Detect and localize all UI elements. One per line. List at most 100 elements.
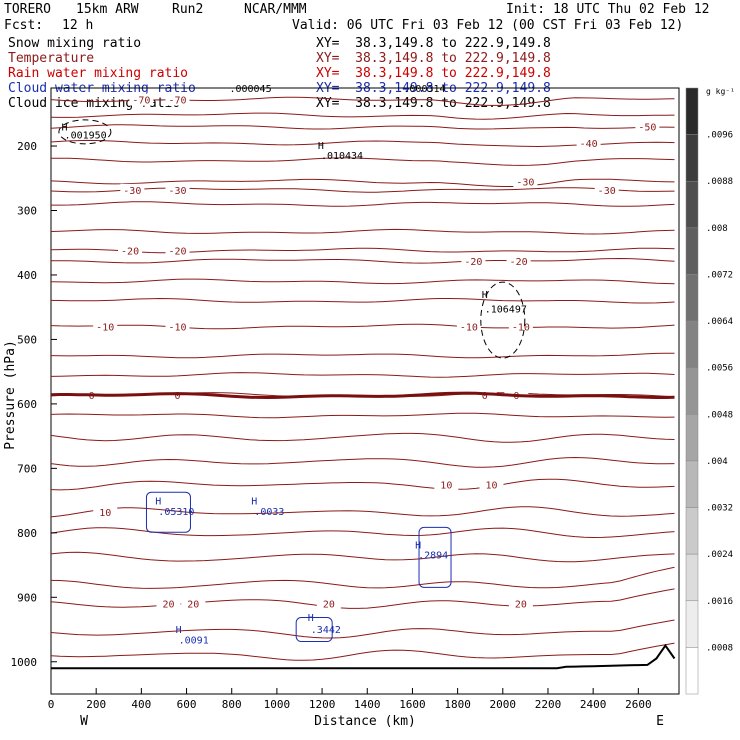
isotherm-label-bg bbox=[434, 478, 459, 491]
isotherm-label-bg bbox=[165, 183, 190, 196]
isotherm-label: -20 bbox=[121, 246, 139, 257]
header-model: TORERO bbox=[4, 2, 51, 17]
x-tick-label: 1400 bbox=[354, 698, 381, 711]
colorbar-tick-label: .0072 bbox=[706, 270, 733, 280]
isotherm-label: 10 bbox=[99, 508, 111, 519]
x-axis-label: Distance (km) bbox=[314, 714, 416, 729]
isotherm-label: -10 bbox=[96, 323, 114, 334]
isotherm bbox=[50, 96, 675, 106]
colorbar-cell bbox=[685, 227, 699, 275]
zero-degree-contour bbox=[50, 391, 675, 400]
isotherm-label-bg bbox=[508, 320, 533, 333]
colorbar-tick-label: .0032 bbox=[706, 504, 733, 514]
isotherm-label-bg bbox=[120, 183, 145, 196]
colorbar-cell bbox=[685, 320, 699, 368]
x-tick-label: 2200 bbox=[535, 698, 562, 711]
max-labels: H.001950.000045.000314H.010434H.106497H.… bbox=[62, 84, 527, 647]
cloud-water-contour bbox=[145, 491, 191, 533]
isotherm-label-bg bbox=[456, 320, 481, 333]
x-tick-label: 400 bbox=[131, 698, 151, 711]
east-label: E bbox=[656, 714, 664, 729]
isotherm bbox=[50, 323, 675, 330]
colorbar-cell bbox=[685, 553, 699, 602]
temperature-contours: -70 -70 -50 -40 -30 -30 -30 -30 -20 -20 -20 -20 -10 -… bbox=[50, 93, 675, 661]
isotherm bbox=[50, 278, 675, 285]
colorbar-cell bbox=[685, 647, 699, 695]
colorbar-cell bbox=[685, 87, 699, 135]
header-run-info: 15km ARW bbox=[76, 2, 139, 17]
isotherm-label-bg bbox=[93, 506, 118, 519]
max-marker: H bbox=[176, 625, 182, 636]
colorbar-tick-label: .0008 bbox=[706, 643, 733, 653]
x-tick-label: 1000 bbox=[264, 698, 291, 711]
isotherm-label-bg bbox=[513, 175, 538, 188]
isotherm bbox=[50, 297, 675, 304]
colorbar-tick-label: .0016 bbox=[706, 597, 733, 607]
cloud-water-contour bbox=[295, 617, 333, 643]
isotherm bbox=[50, 588, 675, 609]
header-valid: Valid: 06 UTC Fri 03 Feb 12 (00 CST Fri … bbox=[292, 18, 684, 33]
field-rain-name: Rain water mixing ratio bbox=[8, 66, 189, 81]
colorbar-tick-label: .0088 bbox=[706, 177, 733, 187]
colorbar-cell bbox=[685, 367, 699, 415]
cloud-ice-contour bbox=[480, 281, 526, 359]
isotherm-label: 20 bbox=[323, 600, 335, 611]
isotherm-label: -20 bbox=[464, 257, 482, 268]
header-fcst-value: 12 h bbox=[62, 18, 94, 33]
max-marker: H bbox=[415, 540, 421, 551]
max-value: .0091 bbox=[179, 636, 209, 647]
isotherm-label: -50 bbox=[638, 123, 656, 134]
isotherm bbox=[50, 566, 675, 589]
isotherm bbox=[50, 456, 675, 468]
isotherm-label: 10 bbox=[485, 480, 497, 491]
isotherm-label-bg bbox=[461, 254, 486, 267]
max-value: .2894 bbox=[418, 551, 448, 562]
isotherm-label: -20 bbox=[168, 246, 186, 257]
isotherm bbox=[51, 157, 675, 166]
field-snow-xy: XY= 38.3,149.8 to 222.9,149.8 bbox=[316, 36, 551, 51]
header-fcst-label: Fcst: bbox=[4, 18, 44, 33]
isotherm-label: -30 bbox=[516, 177, 534, 188]
max-value: .000314 bbox=[403, 84, 445, 95]
isotherm-label-bg bbox=[93, 320, 118, 333]
isotherm bbox=[51, 257, 675, 264]
isotherm bbox=[50, 187, 675, 193]
cloud-contours bbox=[58, 119, 526, 643]
isotherm bbox=[50, 412, 675, 419]
x-tick-label: 1200 bbox=[309, 698, 336, 711]
isotherm bbox=[50, 247, 675, 254]
isotherm bbox=[50, 478, 675, 491]
isotherm-label-bg bbox=[118, 244, 143, 257]
colorbar-tick-label: .004 bbox=[706, 457, 728, 467]
header-run: Run2 bbox=[172, 2, 204, 17]
isotherm-label-bg bbox=[165, 244, 190, 257]
isotherm-label-bg bbox=[165, 93, 190, 106]
colorbar-tick-label: .0056 bbox=[706, 364, 733, 374]
colorbar-cell bbox=[685, 180, 699, 229]
isotherm-label-bg bbox=[129, 93, 154, 106]
x-tick-label: 2000 bbox=[490, 698, 517, 711]
colorbar-cell bbox=[685, 274, 699, 322]
isotherm-label: 20 bbox=[515, 600, 527, 611]
max-value: .05310 bbox=[158, 507, 194, 518]
max-value: .000045 bbox=[229, 84, 271, 95]
isotherm-label: -40 bbox=[580, 139, 598, 150]
isotherm-label-bg bbox=[594, 183, 619, 196]
y-tick-label: 700 bbox=[17, 462, 37, 475]
colorbar-cell bbox=[685, 600, 699, 648]
snow-contour bbox=[58, 119, 112, 145]
colorbar-cell bbox=[685, 134, 699, 182]
isotherm bbox=[50, 124, 675, 130]
y-tick-label: 900 bbox=[17, 591, 37, 604]
isotherm-label: -30 bbox=[168, 186, 186, 197]
field-temperature-name: Temperature bbox=[8, 51, 95, 66]
isotherm-label: -10 bbox=[512, 323, 530, 334]
max-marker: H bbox=[62, 123, 68, 134]
colorbar-tick-label: .0048 bbox=[706, 410, 733, 420]
field-rain-xy: XY= 38.3,149.8 to 222.9,149.8 bbox=[316, 66, 551, 81]
cloud-water-contour bbox=[418, 526, 452, 588]
colorbar-tick-label: .008 bbox=[706, 224, 728, 234]
terrain-line bbox=[51, 643, 676, 670]
field-snow-name: Snow mixing ratio bbox=[8, 36, 142, 51]
